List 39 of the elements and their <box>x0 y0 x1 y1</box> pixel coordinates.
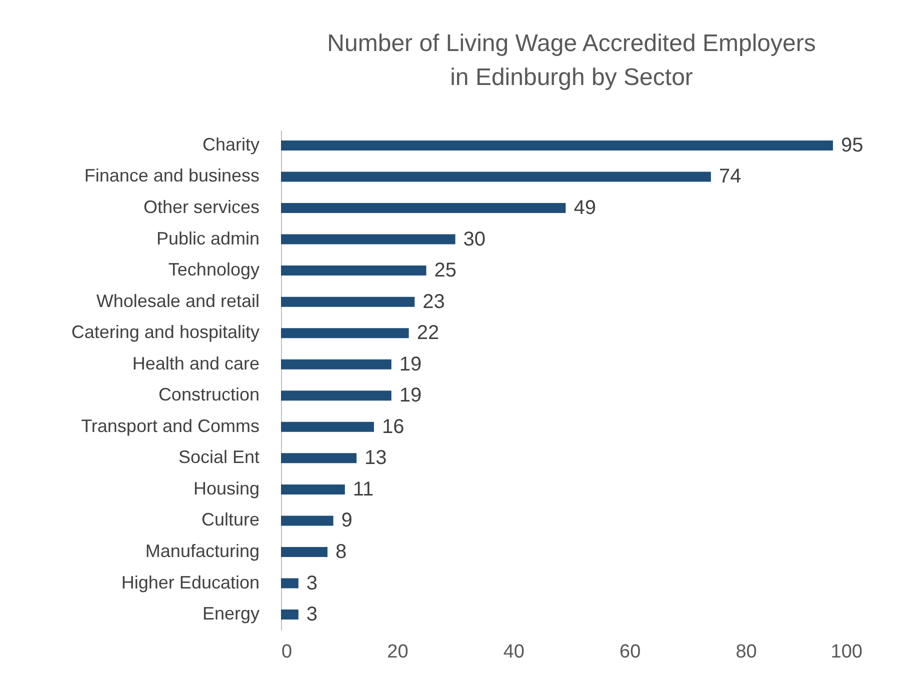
y-tick-label: Higher Education <box>121 572 260 592</box>
y-tick-label: Social Ent <box>178 447 260 468</box>
y-tick-label: Housing <box>193 478 260 498</box>
x-tick-label: 40 <box>503 642 524 662</box>
y-tick-label: Technology <box>168 260 260 280</box>
y-tick-label: Health and care <box>132 353 260 374</box>
data-label: 25 <box>434 260 456 282</box>
y-tick-label: Finance and business <box>84 166 260 186</box>
y-tick-label: Wholesale and retail <box>96 290 260 311</box>
x-tick-label: 0 <box>282 642 292 662</box>
y-tick-label: Public admin <box>156 228 260 248</box>
data-label: 16 <box>382 416 404 438</box>
data-label: 8 <box>335 540 347 563</box>
x-tick-label: 20 <box>387 642 408 662</box>
data-label: 95 <box>840 134 864 156</box>
data-label: 13 <box>364 447 387 470</box>
x-tick-label: 80 <box>736 642 757 662</box>
x-tick-label: 100 <box>830 642 862 662</box>
data-label: 19 <box>399 384 422 407</box>
data-label: 9 <box>341 510 352 532</box>
data-label: 22 <box>416 322 440 344</box>
y-tick-label: Other services <box>143 197 260 218</box>
data-label: 11 <box>352 478 374 500</box>
data-label: 19 <box>399 353 422 376</box>
y-tick-label: Energy <box>202 604 260 624</box>
data-label: 3 <box>306 604 318 626</box>
y-tick-label: Manufacturing <box>145 540 260 561</box>
y-tick-label: Charity <box>202 134 260 154</box>
y-tick-label: Construction <box>158 384 260 405</box>
x-tick-label: 60 <box>620 642 641 662</box>
chart-title: Number of Living Wage Accredited Employers in Edinburgh by Sector <box>327 30 816 91</box>
data-label: 3 <box>306 572 318 594</box>
data-label: 49 <box>574 197 596 220</box>
data-label: 30 <box>463 228 486 250</box>
data-label: 74 <box>718 166 742 188</box>
y-tick-label: Culture <box>201 510 260 530</box>
data-label: 23 <box>422 290 445 313</box>
y-tick-label: Transport and Comms <box>81 416 260 436</box>
y-tick-label: Catering and hospitality <box>71 322 260 342</box>
